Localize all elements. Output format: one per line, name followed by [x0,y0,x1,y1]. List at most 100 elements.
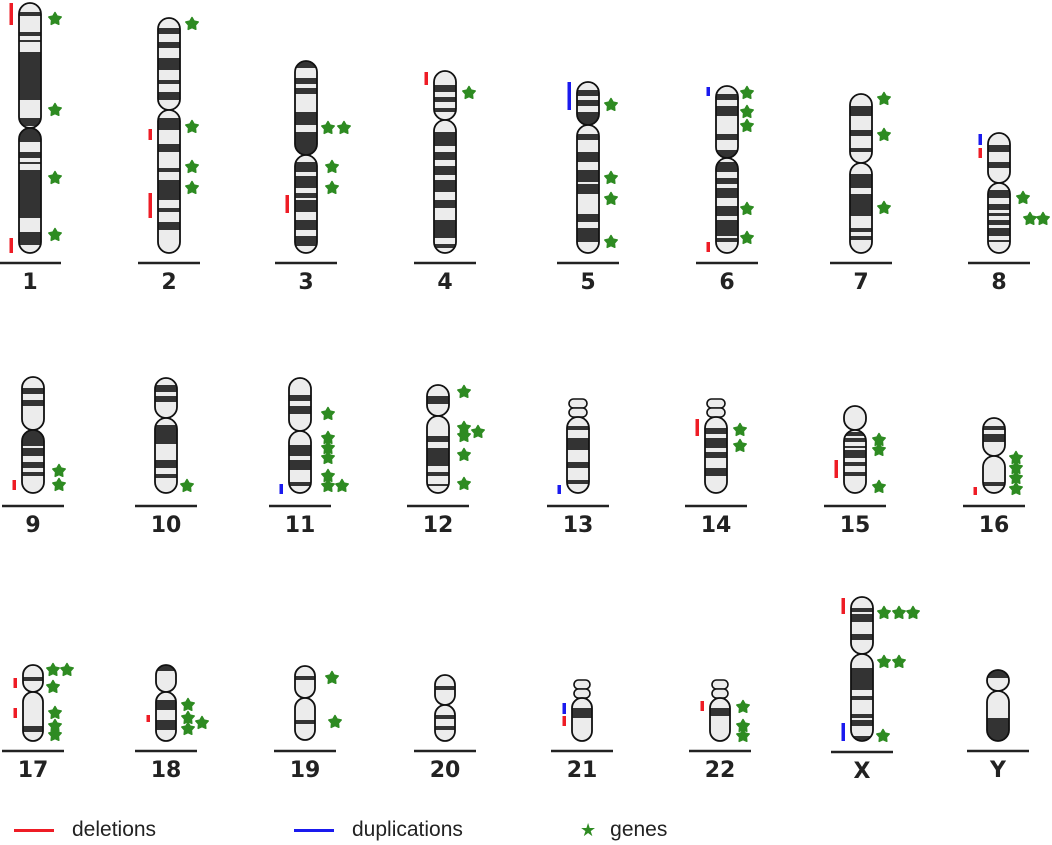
chromosome-15: 15 [824,405,886,538]
chromosome-label: 14 [701,513,732,538]
gene-star-icon [321,450,335,465]
chromosome-5: 5 [557,81,619,295]
gene-star-icon [877,654,891,669]
gene-star-icon [46,662,60,677]
gene-star-icon [462,85,476,100]
chromosome-label: 1 [22,270,37,295]
deletion-marker [973,487,977,495]
chromosome-6: 6 [696,85,758,295]
deletion-marker [978,148,982,158]
gene-star-icon [733,422,747,437]
deletion-marker [700,701,704,711]
chromosome-label: 3 [298,270,313,295]
gene-star-icon [181,721,195,736]
deletion-marker [285,195,289,213]
gene-star-icon [471,424,485,439]
chromosome-13: 13 [547,398,609,538]
chromosome-label: 13 [563,513,594,538]
chromosome-label: 10 [151,513,182,538]
legend-duplications: duplications [294,818,580,842]
chromosome-label: 12 [423,513,454,538]
gene-star-icon [740,104,754,119]
chromosome-16: 16 [963,417,1025,538]
legend-deletions-label: deletions [72,818,157,841]
gene-star-icon: ★ [580,819,597,840]
chromosome-X: X [831,596,920,784]
deletion-marker [146,715,150,722]
gene-star-icon [185,180,199,195]
chromosome-17: 17 [2,662,74,783]
duplication-line-icon [294,828,334,832]
gene-star-icon [48,727,62,742]
gene-star-icon [325,670,339,685]
gene-star-icon [457,428,471,443]
chromosome-label: 9 [25,513,40,538]
deletion-marker [148,193,152,218]
duplication-marker [557,485,561,494]
chromosome-label: Y [989,758,1007,783]
chromosome-11: 11 [269,377,349,538]
gene-star-icon [60,662,74,677]
chromosome-label: 18 [151,758,182,783]
gene-star-icon [321,478,335,493]
gene-star-icon [185,159,199,174]
gene-star-icon [877,91,891,106]
gene-star-icon [328,714,342,729]
gene-star-icon [877,127,891,142]
gene-star-icon [48,170,62,185]
deletion-marker [706,242,710,252]
chromosome-label: 20 [430,758,461,783]
deletion-marker [834,460,838,478]
chromosome-19: 19 [274,665,342,783]
gene-star-icon [733,438,747,453]
gene-star-icon [877,200,891,215]
gene-star-icon [1009,470,1023,485]
chromosome-22: 22 [689,679,751,783]
gene-star-icon [181,697,195,712]
gene-star-icon [321,406,335,421]
chromosome-2: 2 [138,16,200,295]
deletion-marker [13,678,17,688]
gene-star-icon [872,442,886,457]
gene-star-icon [185,119,199,134]
gene-star-icon [457,384,471,399]
gene-star-icon [877,605,891,620]
gene-star-icon [872,479,886,494]
gene-star-icon [337,120,351,135]
deletion-marker [841,598,845,614]
gene-star-icon [325,180,339,195]
legend-genes: ★ genes [580,818,667,842]
chromosome-label: 19 [290,758,321,783]
chromosome-label: 17 [18,758,49,783]
gene-star-icon [740,230,754,245]
gene-star-icon [604,191,618,206]
gene-star-icon [892,605,906,620]
duplication-marker [562,703,566,714]
chromosome-Y: Y [967,669,1029,783]
gene-star-icon [876,728,890,743]
chromosome-label: 8 [991,270,1006,295]
chromosome-label: 11 [285,513,316,538]
gene-star-icon [1036,211,1050,226]
chromosome-label: 6 [719,270,734,295]
chromosome-9: 9 [2,376,66,538]
deletion-marker [148,129,152,140]
duplication-marker [279,484,283,494]
gene-star-icon [604,234,618,249]
deletion-marker [695,419,699,436]
gene-star-icon [180,478,194,493]
legend-genes-label: genes [610,818,668,841]
gene-star-icon [740,85,754,100]
gene-star-icon [181,710,195,725]
gene-star-icon [52,477,66,492]
gene-star-icon [604,97,618,112]
gene-star-icon [736,728,750,743]
gene-star-icon [740,118,754,133]
gene-star-icon [1009,481,1023,496]
chromosome-10: 10 [135,377,197,538]
chromosome-7: 7 [830,91,892,295]
gene-star-icon [325,159,339,174]
chromosome-label: X [854,759,871,784]
chromosome-label: 15 [840,513,871,538]
chromosome-label: 21 [567,758,598,783]
